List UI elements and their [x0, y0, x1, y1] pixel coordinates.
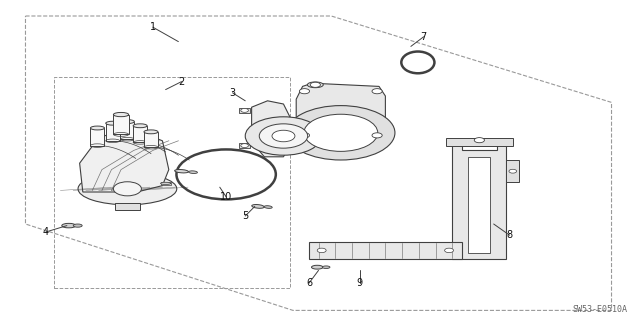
Circle shape — [259, 124, 308, 148]
Polygon shape — [120, 122, 134, 139]
Ellipse shape — [113, 112, 129, 117]
Circle shape — [113, 182, 141, 196]
Bar — [239, 143, 250, 148]
Ellipse shape — [252, 204, 264, 208]
Polygon shape — [113, 115, 129, 134]
Circle shape — [310, 82, 320, 87]
Polygon shape — [115, 203, 140, 210]
Polygon shape — [296, 83, 385, 146]
Text: 7: 7 — [420, 32, 427, 42]
Ellipse shape — [78, 173, 177, 205]
Polygon shape — [506, 160, 519, 182]
Text: 3: 3 — [229, 88, 236, 98]
Text: 8: 8 — [506, 230, 513, 240]
Text: 4: 4 — [43, 227, 49, 237]
Text: 9: 9 — [357, 278, 363, 288]
Text: 10: 10 — [220, 192, 233, 202]
Ellipse shape — [189, 171, 197, 173]
Bar — [309, 242, 462, 259]
Ellipse shape — [161, 182, 171, 184]
Ellipse shape — [264, 206, 272, 208]
Circle shape — [474, 138, 484, 143]
Polygon shape — [144, 132, 158, 147]
Ellipse shape — [106, 121, 120, 125]
Ellipse shape — [62, 223, 76, 228]
Ellipse shape — [90, 126, 104, 130]
Ellipse shape — [307, 82, 323, 88]
Circle shape — [272, 130, 295, 142]
Ellipse shape — [144, 130, 158, 134]
Polygon shape — [252, 101, 290, 157]
Polygon shape — [80, 128, 169, 192]
Ellipse shape — [322, 266, 330, 268]
Ellipse shape — [311, 265, 323, 269]
Polygon shape — [452, 144, 506, 259]
Text: SW53-E0510A: SW53-E0510A — [573, 305, 627, 314]
Ellipse shape — [120, 120, 134, 124]
Ellipse shape — [133, 124, 147, 128]
Bar — [239, 108, 250, 113]
Circle shape — [241, 108, 248, 112]
Ellipse shape — [175, 170, 189, 173]
Circle shape — [445, 248, 454, 253]
Bar — [446, 138, 513, 146]
Polygon shape — [106, 123, 120, 141]
Text: 5: 5 — [242, 211, 248, 221]
Circle shape — [372, 89, 382, 94]
Circle shape — [245, 117, 322, 155]
Circle shape — [372, 133, 382, 138]
Circle shape — [287, 106, 395, 160]
Circle shape — [304, 114, 378, 151]
Circle shape — [241, 144, 248, 148]
Circle shape — [509, 169, 517, 173]
Polygon shape — [133, 126, 147, 142]
Circle shape — [317, 248, 326, 253]
Text: 1: 1 — [150, 22, 156, 32]
Bar — [161, 182, 171, 185]
Text: 6: 6 — [306, 278, 312, 288]
Ellipse shape — [73, 224, 82, 227]
Circle shape — [299, 133, 310, 138]
Bar — [468, 157, 490, 253]
Text: 2: 2 — [178, 76, 185, 87]
Polygon shape — [90, 128, 104, 146]
Circle shape — [299, 89, 310, 94]
